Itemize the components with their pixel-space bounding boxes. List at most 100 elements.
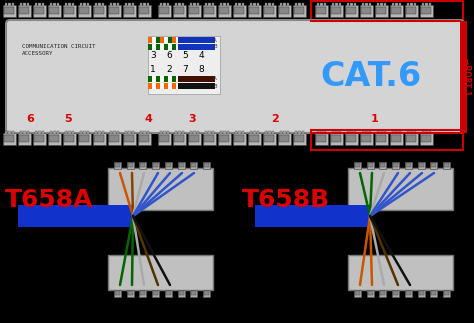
Bar (5, 130, 8, 133)
Bar (168, 76, 169, 82)
Bar (242, 3, 245, 5)
Bar (295, 130, 298, 133)
Bar (174, 135, 184, 142)
Bar (299, 130, 301, 133)
Bar (426, 130, 428, 133)
Bar (102, 3, 104, 5)
Text: →PORT 1: →PORT 1 (462, 58, 471, 96)
Bar (379, 162, 386, 169)
Bar (38, 130, 41, 133)
Bar (268, 3, 271, 5)
Bar (393, 291, 398, 295)
Bar (384, 3, 386, 5)
Bar (347, 3, 349, 5)
Bar (127, 290, 134, 297)
Text: A: A (213, 77, 217, 81)
Bar (164, 3, 166, 5)
Bar (24, 130, 26, 133)
Bar (64, 7, 74, 14)
Bar (212, 3, 215, 5)
Bar (422, 130, 425, 133)
Bar (35, 7, 45, 14)
Bar (160, 3, 163, 5)
Bar (125, 135, 135, 142)
Bar (174, 83, 175, 89)
Bar (368, 163, 373, 167)
Bar (162, 44, 163, 50)
Bar (392, 130, 394, 133)
Bar (162, 76, 163, 82)
Bar (78, 133, 91, 145)
Bar (170, 37, 171, 43)
Bar (158, 37, 159, 43)
Bar (140, 130, 143, 133)
Bar (350, 3, 353, 5)
Bar (95, 3, 98, 5)
Bar (113, 3, 116, 5)
Bar (138, 133, 151, 145)
Bar (395, 3, 398, 5)
Bar (155, 83, 156, 89)
Bar (115, 291, 120, 295)
Bar (369, 3, 372, 5)
Bar (287, 130, 290, 133)
Bar (191, 291, 196, 295)
Bar (405, 290, 412, 297)
Text: CAT.6: CAT.6 (320, 59, 421, 92)
Bar (64, 135, 74, 142)
Bar (42, 3, 45, 5)
Bar (87, 3, 90, 5)
Bar (235, 3, 237, 5)
Bar (176, 76, 177, 82)
Bar (153, 37, 154, 43)
Bar (429, 3, 431, 5)
Bar (339, 130, 341, 133)
Bar (38, 130, 41, 133)
Bar (336, 3, 338, 5)
Bar (209, 130, 211, 133)
Bar (132, 130, 135, 133)
Bar (317, 130, 319, 133)
Bar (159, 44, 160, 50)
Bar (149, 37, 150, 43)
Bar (204, 135, 215, 142)
Bar (166, 37, 167, 43)
Bar (148, 76, 149, 82)
Bar (163, 44, 164, 50)
Bar (250, 3, 253, 5)
Bar (159, 37, 160, 43)
Bar (220, 130, 222, 133)
Bar (375, 5, 388, 17)
Bar (12, 130, 15, 133)
Text: 4: 4 (144, 114, 152, 124)
Bar (163, 83, 164, 89)
Bar (212, 130, 215, 133)
Bar (125, 3, 128, 5)
Bar (115, 163, 120, 167)
Bar (365, 3, 368, 5)
Bar (190, 290, 197, 297)
Bar (167, 3, 170, 5)
Bar (376, 135, 386, 142)
Bar (177, 37, 178, 43)
Bar (369, 3, 372, 5)
Bar (227, 130, 229, 133)
Bar (272, 3, 274, 5)
Bar (173, 133, 186, 145)
Bar (5, 130, 8, 133)
Bar (339, 3, 341, 5)
Bar (175, 76, 176, 82)
Bar (174, 7, 184, 14)
Bar (5, 3, 8, 5)
Bar (170, 76, 171, 82)
Bar (354, 130, 356, 133)
Bar (193, 3, 196, 5)
Bar (320, 3, 323, 5)
Bar (157, 76, 158, 82)
Bar (182, 3, 184, 5)
Bar (331, 7, 341, 14)
Bar (20, 130, 22, 133)
Text: B: B (213, 45, 217, 49)
Bar (405, 162, 412, 169)
Bar (152, 76, 153, 82)
